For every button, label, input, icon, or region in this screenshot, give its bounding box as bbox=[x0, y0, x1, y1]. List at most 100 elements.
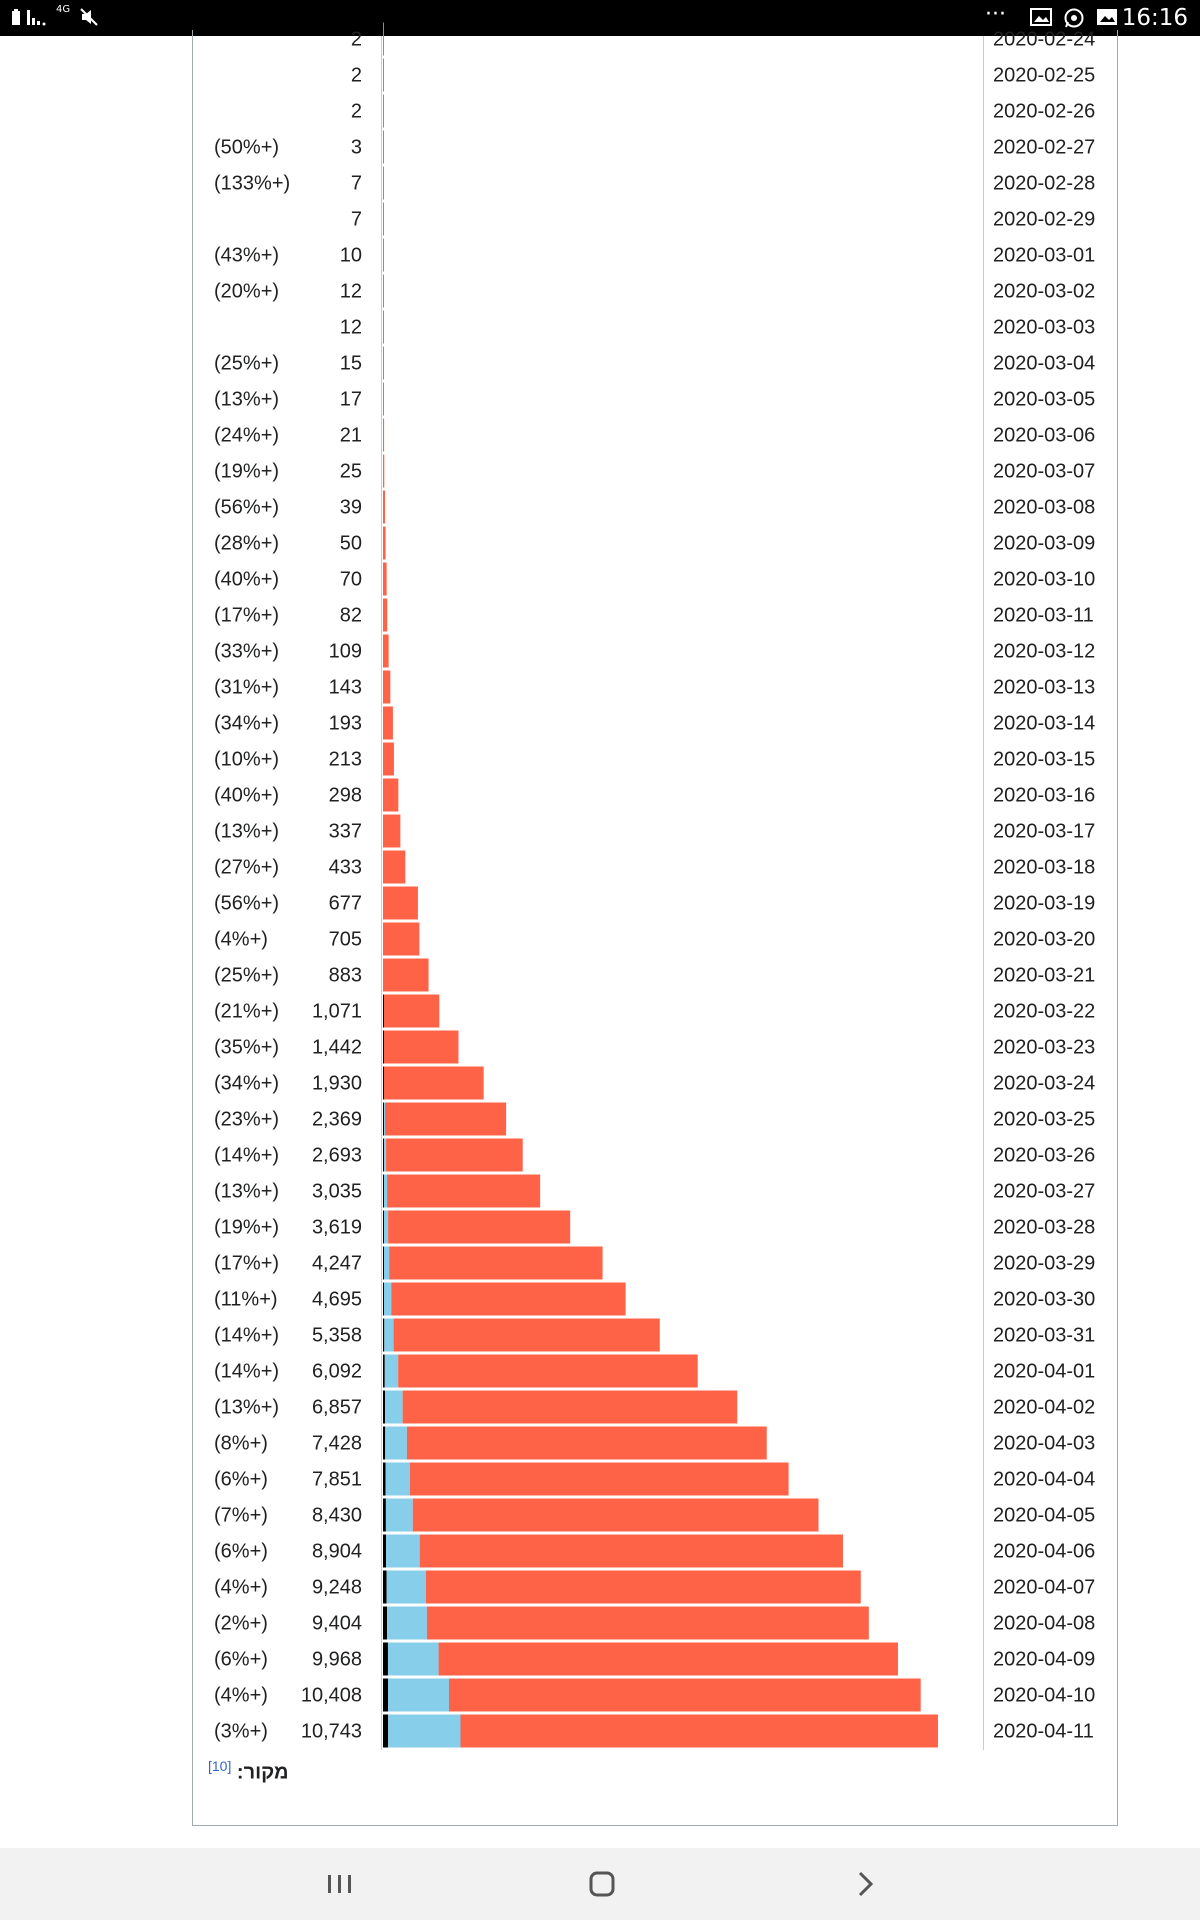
date-label: 2020-03-07 bbox=[993, 460, 1095, 482]
change-label: (4%+) bbox=[214, 928, 268, 950]
bar-segment bbox=[383, 1102, 384, 1136]
change-label: (43%+) bbox=[214, 244, 279, 266]
change-label: (6%+) bbox=[214, 1468, 268, 1490]
change-label: (19%+) bbox=[214, 460, 279, 482]
total-label: 21 bbox=[340, 424, 362, 446]
bar-segment bbox=[383, 1606, 388, 1640]
bar-segment bbox=[386, 1534, 420, 1568]
bar-segment bbox=[384, 1102, 386, 1136]
total-label: 39 bbox=[340, 496, 362, 518]
bar-segment bbox=[383, 1246, 384, 1280]
bar-segment bbox=[383, 814, 401, 848]
source-ref-link[interactable]: [10] bbox=[208, 1758, 232, 1774]
home-button[interactable] bbox=[572, 1862, 632, 1906]
bar-segment bbox=[383, 346, 384, 380]
bar-segment bbox=[383, 958, 429, 992]
date-label: 2020-03-14 bbox=[993, 712, 1095, 734]
total-label: 2,693 bbox=[312, 1144, 362, 1166]
change-label: (27%+) bbox=[214, 856, 279, 878]
change-label: (13%+) bbox=[214, 1180, 279, 1202]
total-label: 50 bbox=[340, 532, 362, 554]
date-label: 2020-04-01 bbox=[993, 1360, 1095, 1382]
change-label: (40%+) bbox=[214, 784, 279, 806]
bar-segment bbox=[384, 1138, 387, 1172]
back-button[interactable] bbox=[836, 1862, 896, 1906]
gallery-icon bbox=[1030, 7, 1052, 32]
bar-segment bbox=[419, 1534, 843, 1568]
date-label: 2020-03-22 bbox=[993, 1000, 1095, 1022]
total-label: 1,930 bbox=[312, 1072, 362, 1094]
total-label: 17 bbox=[340, 388, 362, 410]
date-label: 2020-03-20 bbox=[993, 928, 1095, 950]
date-label: 2020-03-31 bbox=[993, 1324, 1095, 1346]
status-bar: 4G ··· 16:16 bbox=[0, 0, 1200, 36]
total-label: 6,857 bbox=[312, 1396, 362, 1418]
date-label: 2020-03-26 bbox=[993, 1144, 1095, 1166]
battery-icon bbox=[11, 8, 21, 31]
signal-icon bbox=[27, 8, 49, 30]
change-label: (6%+) bbox=[214, 1648, 268, 1670]
total-label: 10,408 bbox=[301, 1684, 362, 1706]
bar-segment bbox=[384, 1246, 390, 1280]
bar-segment bbox=[385, 1390, 403, 1424]
bar-segment bbox=[384, 994, 440, 1028]
bar-segment bbox=[391, 1282, 626, 1316]
date-label: 2020-03-12 bbox=[993, 640, 1095, 662]
bar-segment bbox=[383, 1426, 386, 1460]
date-label: 2020-03-23 bbox=[993, 1036, 1095, 1058]
total-label: 2,369 bbox=[312, 1108, 362, 1130]
total-label: 705 bbox=[329, 928, 362, 950]
bar-segment bbox=[426, 1606, 869, 1640]
bar-segment bbox=[383, 1642, 388, 1676]
bar-segment bbox=[385, 1462, 410, 1496]
total-label: 4,695 bbox=[312, 1288, 362, 1310]
bar-segment bbox=[388, 1714, 461, 1748]
total-label: 2 bbox=[351, 28, 362, 50]
bar-segment bbox=[383, 1318, 385, 1352]
total-label: 677 bbox=[329, 892, 362, 914]
bar-segment bbox=[384, 1318, 394, 1352]
date-label: 2020-02-28 bbox=[993, 172, 1095, 194]
bar-segment bbox=[383, 94, 384, 128]
change-label: (13%+) bbox=[214, 820, 279, 842]
whatsapp-icon bbox=[1063, 7, 1085, 34]
change-label: (13%+) bbox=[214, 388, 279, 410]
bar-segment bbox=[383, 742, 394, 776]
total-label: 1,071 bbox=[312, 1000, 362, 1022]
change-label: (21%+) bbox=[214, 1000, 279, 1022]
change-label: (24%+) bbox=[214, 424, 279, 446]
total-label: 2 bbox=[351, 100, 362, 122]
bar-segment bbox=[383, 418, 385, 452]
change-label: (6%+) bbox=[214, 1540, 268, 1562]
source-label: מקור: bbox=[236, 1761, 289, 1784]
date-label: 2020-03-28 bbox=[993, 1216, 1095, 1238]
date-label: 2020-03-27 bbox=[993, 1180, 1095, 1202]
network-type: 4G bbox=[56, 4, 71, 15]
change-label: (2%+) bbox=[214, 1612, 268, 1634]
total-label: 883 bbox=[329, 964, 362, 986]
date-label: 2020-04-02 bbox=[993, 1396, 1095, 1418]
change-label: (17%+) bbox=[214, 1252, 279, 1274]
bar-segment bbox=[383, 1066, 384, 1100]
change-label: (25%+) bbox=[214, 964, 279, 986]
navigation-bar bbox=[0, 1848, 1200, 1920]
date-label: 2020-03-29 bbox=[993, 1252, 1095, 1274]
date-label: 2020-04-11 bbox=[993, 1720, 1094, 1742]
total-label: 7,851 bbox=[312, 1468, 362, 1490]
recent-apps-button[interactable] bbox=[310, 1862, 370, 1906]
total-label: 10 bbox=[340, 244, 362, 266]
bar-segment bbox=[383, 310, 384, 344]
bar-segment bbox=[384, 1354, 399, 1388]
bar-segment bbox=[383, 778, 399, 812]
total-label: 433 bbox=[329, 856, 362, 878]
bar-segment bbox=[387, 1606, 427, 1640]
date-label: 2020-04-10 bbox=[993, 1684, 1095, 1706]
date-label: 2020-03-09 bbox=[993, 532, 1095, 554]
date-label: 2020-04-03 bbox=[993, 1432, 1095, 1454]
bar-segment bbox=[388, 1210, 571, 1244]
total-label: 25 bbox=[340, 460, 362, 482]
date-label: 2020-02-26 bbox=[993, 100, 1095, 122]
change-label: (17%+) bbox=[214, 604, 279, 626]
change-label: (14%+) bbox=[214, 1360, 279, 1382]
date-label: 2020-04-08 bbox=[993, 1612, 1095, 1634]
